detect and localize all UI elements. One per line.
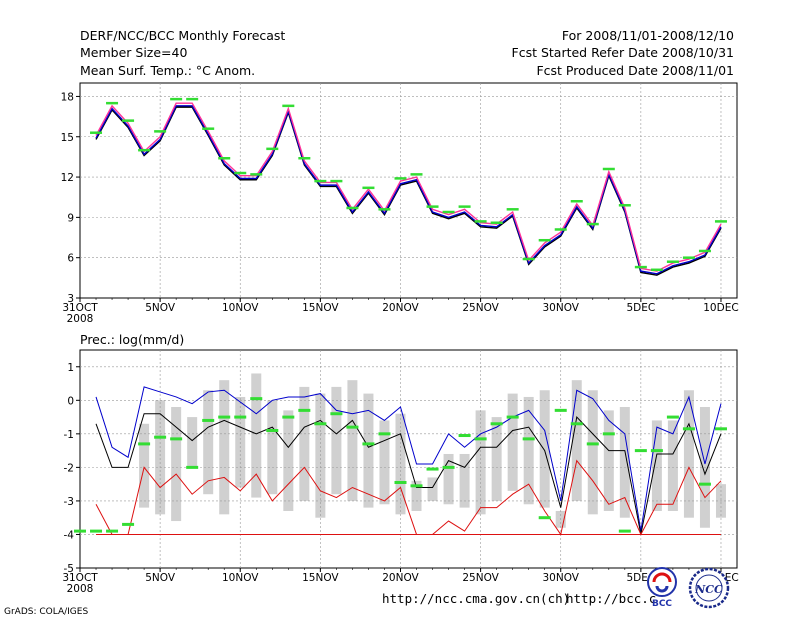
temp-ytick-label: 15 [61,132,74,144]
prec-bar [427,477,438,501]
prec-xtick-label: 15NOV [302,572,339,584]
prec-ytick-label: 0 [67,395,74,407]
precipitation-panel: -5 -4 -3 -2 -1 0 1 31OCT 5NOV 10NOV 15NOV 20NOV 25NO… [62,349,739,595]
prec-bar [219,380,230,515]
prec-xtick-label: 20NOV [382,572,419,584]
prec-series-black [95,413,722,535]
ncc-logo-text: NCC [694,583,723,596]
prec-ytick-label: -3 [64,496,74,508]
prec-bar [139,423,150,508]
prec-bar [331,386,342,495]
prec-ytick-label: 1 [67,362,74,374]
temp-xtick-label: 31OCT [62,302,98,314]
temp-series-pink [95,102,722,272]
temp-xtick-label: 5DEC [626,302,655,314]
temp-xtick-label: 20NOV [382,302,419,314]
variable-label: Mean Surf. Temp.: °C Anom. [80,63,256,78]
bcc-logo-text: BCC [652,599,672,609]
prec-xtick-label: 10NOV [222,572,259,584]
prec-bar [251,373,262,498]
prec-bar [363,393,374,508]
prec-bar [587,390,598,515]
prec-series-red [95,459,722,536]
produced-date: Fcst Produced Date 2008/11/01 [536,63,734,78]
prec-year-label: 2008 [67,583,94,595]
prec-ytick-label: -2 [64,462,74,474]
temp-series-blue [95,105,722,275]
temp-frame [79,82,738,299]
temp-ytick-label: 18 [61,91,74,103]
temp-xtick-label: 10DEC [703,302,738,314]
member-size-label: Member Size=40 [80,45,188,60]
prec-xtick-label: 30NOV [542,572,579,584]
prec-xtick-label: 25NOV [462,572,499,584]
temp-ytick-label: 3 [67,293,74,305]
prec-xtick-label: 31OCT [62,572,98,584]
prec-bar [507,393,518,491]
prec-bar [395,413,406,515]
prec-bar [187,417,198,468]
bcc-url: http://bcc.c [566,591,656,606]
start-date: Fcst Started Refer Date 2008/10/31 [511,45,735,60]
prec-bar [667,420,678,511]
prec-frame [79,349,738,569]
temp-xtick-label: 30NOV [542,302,579,314]
prec-bar [523,396,534,505]
prec-bar [603,410,614,511]
prec-bar [539,390,550,508]
prec-ytick-label: -5 [64,563,74,575]
temp-ytick-label: 12 [61,172,74,184]
temperature-panel: 3 6 9 12 15 18 31OCT 5NOV 10NOV 15NOV 20NOV 25NOV 30… [61,82,739,325]
temp-year-label: 2008 [67,313,94,325]
prec-bar [571,380,582,501]
bcc-logo: BCC [647,567,677,609]
precipitation-title: Prec.: log(mm/d) [80,332,184,347]
temp-xtick-label: 25NOV [462,302,499,314]
forecast-period: For 2008/11/01-2008/12/10 [561,28,734,43]
prec-bar [203,390,214,495]
prec-bar [619,407,630,518]
prec-bar [683,390,694,518]
prec-ytick-label: -4 [64,529,75,541]
prec-ytick-label: -1 [64,429,74,441]
temp-ytick-label: 9 [67,212,74,224]
prec-bar [411,480,422,511]
prec-bar [267,400,278,495]
prec-bar [155,400,166,515]
prec-bar [347,380,358,501]
prec-xtick-label: 5NOV [145,572,176,584]
prec-bar [171,407,182,522]
prec-bar [651,420,662,511]
prec-bar [491,417,502,501]
grads-credit: GrADS: COLA/IGES [4,607,88,617]
prec-bar [459,453,470,508]
temp-series-black [95,106,722,276]
temp-xtick-label: 5NOV [145,302,176,314]
temp-ytick-label: 6 [67,253,74,265]
prec-bar [443,453,454,505]
prec-bar [283,410,294,511]
temp-xtick-label: 10NOV [222,302,259,314]
prec-bar [379,420,390,505]
chart-title: DERF/NCC/BCC Monthly Forecast [80,28,286,43]
prec-bar [299,386,310,501]
temp-xtick-label: 15NOV [302,302,339,314]
ncc-logo: NCC [688,567,730,609]
prec-series-blue [95,386,722,532]
ncc-url-chinese: http://ncc.cma.gov.cn(ch) [382,591,570,606]
